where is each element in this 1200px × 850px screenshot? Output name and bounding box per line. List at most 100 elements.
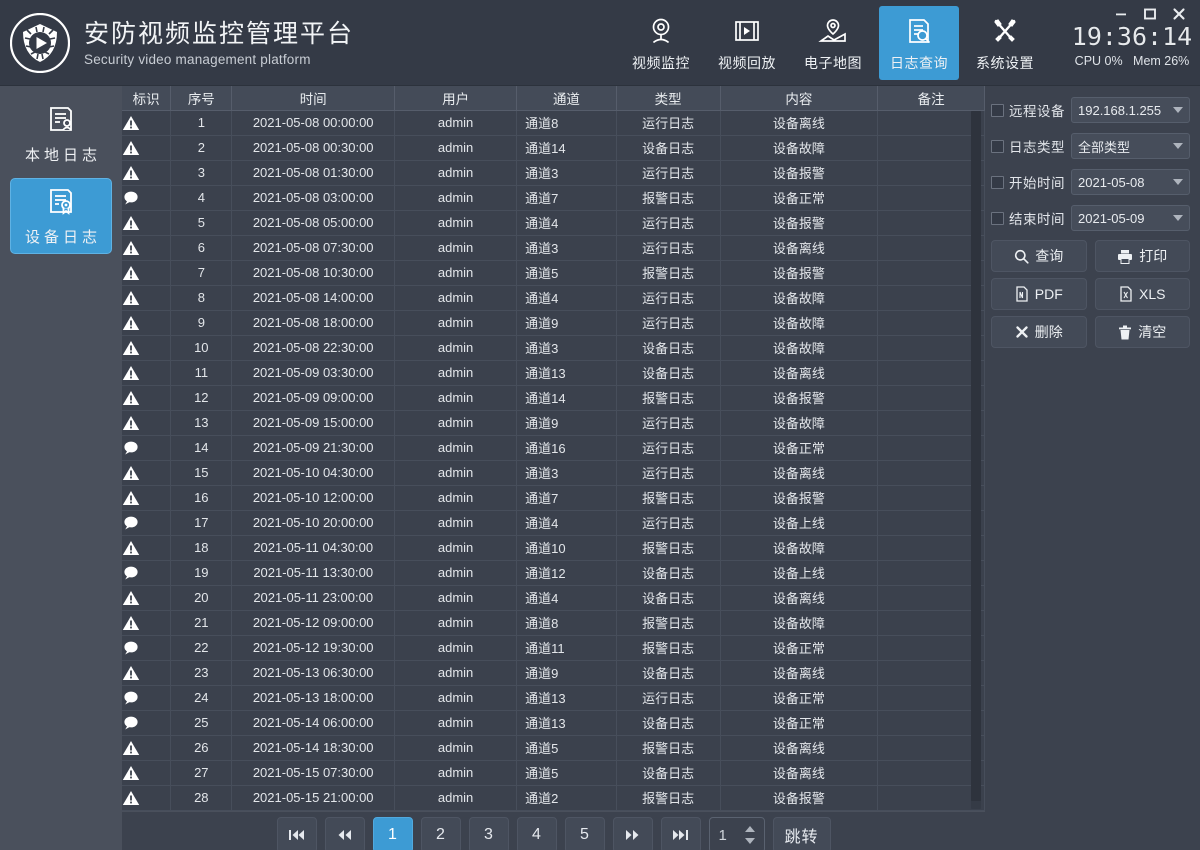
column-header-time[interactable]: 时间 [231, 86, 396, 111]
row-type: 报警日志 [616, 610, 721, 636]
column-header-flag[interactable]: 标识 [122, 86, 172, 111]
row-user: admin [394, 185, 518, 211]
table-row[interactable]: 28 2021-05-15 21:00:00 admin 通道2 报警日志 设备报警 [122, 785, 985, 811]
table-row[interactable]: 24 2021-05-13 18:00:00 admin 通道13 运行日志 设备正常 [122, 685, 985, 711]
row-time: 2021-05-12 09:00:00 [231, 610, 396, 636]
column-header-remark[interactable]: 备注 [877, 86, 985, 111]
maximize-icon[interactable] [1142, 6, 1157, 21]
column-header-user[interactable]: 用户 [394, 86, 518, 111]
query-button[interactable]: 查询 [991, 240, 1087, 272]
table-row[interactable]: 16 2021-05-10 12:00:00 admin 通道7 报警日志 设备报警 [122, 485, 985, 511]
xls-export-button[interactable]: XLS [1094, 278, 1190, 310]
start-time-input[interactable]: 2021-05-08 [1071, 169, 1190, 195]
table-scrollbar[interactable] [971, 111, 981, 809]
table-row[interactable]: 18 2021-05-11 04:30:00 admin 通道10 报警日志 设备故障 [122, 535, 985, 561]
table-row[interactable]: 5 2021-05-08 05:00:00 admin 通道4 运行日志 设备报警 [122, 210, 985, 236]
row-content: 设备离线 [720, 660, 879, 686]
table-row[interactable]: 20 2021-05-11 23:00:00 admin 通道4 设备日志 设备离线 [122, 585, 985, 611]
table-row[interactable]: 26 2021-05-14 18:30:00 admin 通道5 报警日志 设备离线 [122, 735, 985, 761]
end-time-input[interactable]: 2021-05-09 [1071, 205, 1190, 231]
table-row[interactable]: 22 2021-05-12 19:30:00 admin 通道11 报警日志 设备正常 [122, 635, 985, 661]
column-header-content[interactable]: 内容 [720, 86, 879, 111]
checkbox-start-time[interactable] [991, 175, 1004, 189]
column-header-index[interactable]: 序号 [170, 86, 233, 111]
page-button-2[interactable]: 2 [420, 817, 461, 850]
system-status-box: 19:36:14 CPU 0% Mem 26% [1068, 0, 1196, 86]
table-row[interactable]: 19 2021-05-11 13:30:00 admin 通道12 设备日志 设备上线 [122, 560, 985, 586]
nav-item-video-playback[interactable]: 视频回放 [707, 6, 787, 80]
table-row[interactable]: 9 2021-05-08 18:00:00 admin 通道9 运行日志 设备故障 [122, 310, 985, 336]
table-row[interactable]: 3 2021-05-08 01:30:00 admin 通道3 运行日志 设备报警 [122, 160, 985, 186]
table-row[interactable]: 13 2021-05-09 15:00:00 admin 通道9 运行日志 设备故障 [122, 410, 985, 436]
checkbox-remote-device[interactable] [991, 103, 1004, 117]
table-row[interactable]: 11 2021-05-09 03:30:00 admin 通道13 设备日志 设备离线 [122, 360, 985, 386]
table-row[interactable]: 2 2021-05-08 00:30:00 admin 通道14 设备日志 设备故障 [122, 135, 985, 161]
row-index: 6 [170, 235, 233, 261]
table-row[interactable]: 15 2021-05-10 04:30:00 admin 通道3 运行日志 设备离线 [122, 460, 985, 486]
table-row[interactable]: 8 2021-05-08 14:00:00 admin 通道4 运行日志 设备故障 [122, 285, 985, 311]
page-button-1[interactable]: 1 [372, 817, 413, 850]
table-row[interactable]: 23 2021-05-13 06:30:00 admin 通道9 设备日志 设备离线 [122, 660, 985, 686]
table-row[interactable]: 4 2021-05-08 03:00:00 admin 通道7 报警日志 设备正常 [122, 185, 985, 211]
row-channel: 通道4 [516, 210, 617, 236]
film-play-icon [732, 13, 762, 49]
row-index: 17 [170, 510, 233, 536]
table-row[interactable]: 1 2021-05-08 00:00:00 admin 通道8 运行日志 设备离线 [122, 110, 985, 136]
row-remark [877, 735, 985, 761]
table-row[interactable]: 17 2021-05-10 20:00:00 admin 通道4 运行日志 设备上线 [122, 510, 985, 536]
table-row[interactable]: 25 2021-05-14 06:00:00 admin 通道13 设备日志 设备正常 [122, 710, 985, 736]
app-body: 本地日志 设备日志 [0, 86, 1200, 850]
log-type-select[interactable]: 全部类型 [1071, 133, 1190, 159]
minimize-icon[interactable] [1113, 6, 1128, 21]
print-button[interactable]: 打印 [1094, 240, 1190, 272]
row-channel: 通道5 [516, 735, 617, 761]
pdf-export-button[interactable]: PDF [991, 278, 1087, 310]
clear-button[interactable]: 清空 [1094, 316, 1190, 348]
row-time: 2021-05-09 03:30:00 [231, 360, 396, 386]
row-type: 设备日志 [616, 335, 721, 361]
row-channel: 通道3 [516, 235, 617, 261]
table-row[interactable]: 21 2021-05-12 09:00:00 admin 通道8 报警日志 设备故障 [122, 610, 985, 636]
table-row[interactable]: 7 2021-05-08 10:30:00 admin 通道5 报警日志 设备报警 [122, 260, 985, 286]
nav-item-video-monitor[interactable]: 视频监控 [621, 6, 701, 80]
sidebar-item-local-log[interactable]: 本地日志 [10, 96, 112, 172]
page-number-input[interactable]: 1 [708, 817, 765, 850]
close-icon[interactable] [1171, 6, 1186, 21]
nav-item-system-settings[interactable]: 系统设置 [965, 6, 1045, 80]
nav-label: 日志查询 [890, 54, 948, 71]
delete-button[interactable]: 删除 [991, 316, 1087, 348]
goto-page-button[interactable]: 跳转 [772, 817, 831, 850]
column-header-channel[interactable]: 通道 [516, 86, 617, 111]
row-remark [877, 110, 985, 136]
next-page-icon[interactable] [612, 817, 653, 850]
last-page-icon[interactable] [660, 817, 701, 850]
sidebar-item-device-log[interactable]: 设备日志 [10, 178, 112, 254]
table-row[interactable]: 27 2021-05-15 07:30:00 admin 通道5 设备日志 设备离线 [122, 760, 985, 786]
first-page-icon[interactable] [276, 817, 317, 850]
table-row[interactable]: 14 2021-05-09 21:30:00 admin 通道16 运行日志 设备正常 [122, 435, 985, 461]
table-scrollbar-thumb[interactable] [971, 111, 981, 801]
page-button-4[interactable]: 4 [516, 817, 557, 850]
chevron-down-icon [1173, 179, 1183, 185]
checkbox-log-type[interactable] [991, 139, 1004, 153]
row-flag-icon [122, 760, 172, 786]
page-button-5[interactable]: 5 [564, 817, 605, 850]
remote-device-select[interactable]: 192.168.1.255 [1071, 97, 1190, 123]
app-title-en: Security video management platform [84, 51, 311, 67]
page-button-3[interactable]: 3 [468, 817, 509, 850]
app-header: 安防视频监控管理平台 Security video management pla… [0, 0, 1200, 86]
row-index: 26 [170, 735, 233, 761]
checkbox-end-time[interactable] [991, 211, 1004, 225]
nav-item-log-query[interactable]: 日志查询 [879, 5, 959, 80]
row-content: 设备正常 [720, 685, 879, 711]
table-row[interactable]: 6 2021-05-08 07:30:00 admin 通道3 运行日志 设备离线 [122, 235, 985, 261]
row-index: 28 [170, 785, 233, 811]
table-row[interactable]: 12 2021-05-09 09:00:00 admin 通道14 报警日志 设备报警 [122, 385, 985, 411]
prev-page-icon[interactable] [324, 817, 365, 850]
row-user: admin [394, 460, 518, 486]
row-index: 16 [170, 485, 233, 511]
row-index: 18 [170, 535, 233, 561]
table-row[interactable]: 10 2021-05-08 22:30:00 admin 通道3 设备日志 设备故障 [122, 335, 985, 361]
nav-item-electronic-map[interactable]: 电子地图 [793, 6, 873, 80]
column-header-type[interactable]: 类型 [616, 86, 721, 111]
